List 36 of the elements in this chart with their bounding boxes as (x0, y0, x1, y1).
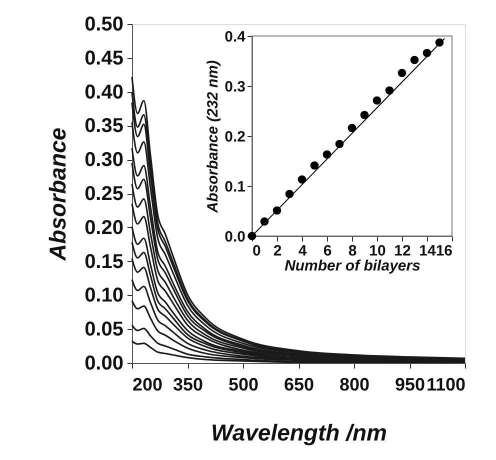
x-tick-label: 6 (323, 242, 332, 260)
x-tick-label: 350 (172, 374, 204, 394)
y-tick-label: 0.4 (224, 28, 246, 46)
x-tick-label: 4 (298, 242, 308, 260)
y-tick-label: 0.2 (224, 128, 246, 146)
x-tick-label: 14 (419, 242, 436, 260)
y-tick-label: 0.3 (224, 78, 246, 96)
y-tick-label: 0.05 (84, 318, 124, 341)
y-tick-label: 0.50 (84, 14, 124, 36)
x-tick-label: 16 (436, 242, 452, 260)
y-tick-label: 0.25 (84, 183, 124, 205)
x-tick-label: 10 (369, 242, 386, 260)
y-tick-label: 0.10 (84, 284, 124, 307)
x-axis-title: Wavelength /nm (211, 420, 387, 446)
x-axis-title: Number of bilayers (284, 258, 420, 274)
y-tick-label: 0.20 (84, 216, 124, 239)
x-tick-label: 950 (394, 374, 426, 394)
y-tick-label: 0.15 (84, 250, 124, 273)
x-tick-label: 1100 (426, 374, 466, 394)
x-tick-label: 500 (228, 374, 259, 394)
y-axis-title: Absorbance (44, 127, 71, 262)
x-tick-label: 650 (284, 374, 314, 394)
y-tick-label: 0.0 (224, 228, 246, 246)
y-tick-label: 0.45 (84, 47, 124, 70)
y-tick-label: 0.30 (84, 149, 124, 172)
y-axis-title: Absorbance (232 nm) (204, 60, 222, 214)
x-tick-label: 0 (252, 242, 261, 260)
x-tick-label: 8 (348, 242, 357, 260)
y-tick-label: 0.1 (224, 178, 246, 196)
x-tick-label: 200 (132, 374, 163, 394)
y-tick-label: 0.40 (84, 81, 124, 104)
x-tick-label: 800 (339, 374, 370, 394)
x-tick-label: 12 (394, 242, 411, 260)
y-tick-label: 0.00 (84, 352, 124, 374)
x-tick-label: 2 (273, 242, 282, 260)
y-tick-label: 0.35 (84, 115, 124, 138)
